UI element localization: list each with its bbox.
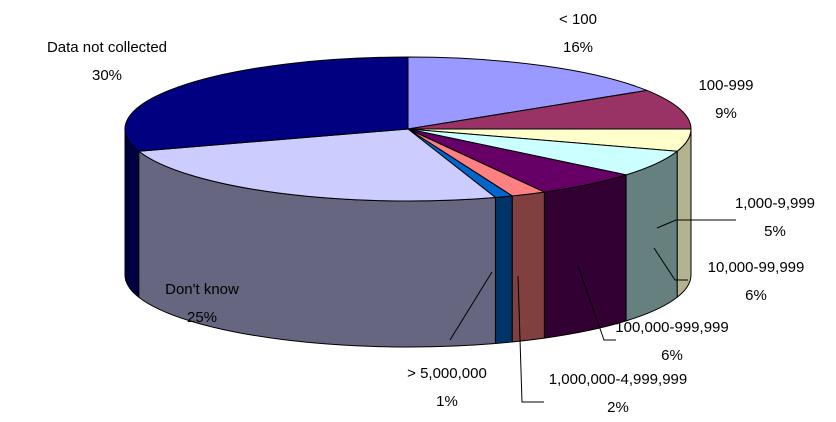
label-gt5000000: > 5,000,000 1%	[407, 365, 487, 410]
label-1000-9999: 1,000-9,999 5%	[735, 195, 815, 240]
slice-percent-text: 16%	[563, 39, 593, 56]
pie-side-faces	[124, 128, 692, 348]
leader-lines	[449, 219, 736, 403]
slice-label-text: Don't know	[165, 281, 239, 298]
slice-label-text: > 5,000,000	[407, 365, 487, 382]
slice-label-text: 10,000-99,999	[708, 259, 805, 276]
pie-slice	[124, 56, 409, 152]
leader-line	[449, 271, 493, 341]
label-dont-know: Don't know 25%	[165, 281, 239, 326]
pie-slice-side	[676, 128, 692, 298]
leader-line	[653, 247, 688, 281]
slice-label-text: 100,000-999,999	[615, 319, 728, 336]
slice-percent-text: 5%	[764, 223, 786, 240]
slice-label-text: 100-999	[698, 77, 753, 94]
pie-top-faces	[124, 56, 692, 202]
slice-label-text: 1,000-9,999	[735, 195, 815, 212]
slice-label-text: < 100	[559, 11, 597, 28]
slice-percent-text: 9%	[715, 105, 737, 122]
slice-label-text: Data not collected	[47, 39, 167, 56]
pie-slice-side	[625, 150, 678, 322]
slice-percent-text: 25%	[187, 309, 217, 326]
slice-percent-text: 6%	[745, 287, 767, 304]
pie-slice	[138, 128, 496, 202]
pie-slice-side	[511, 191, 545, 343]
leader-line	[517, 275, 544, 403]
pie-slice	[407, 56, 648, 130]
label-100-999: 100-999 9%	[698, 77, 753, 122]
label-data-not-collected: Data not collected 30%	[47, 39, 167, 84]
pie-slice-side	[124, 128, 140, 298]
leader-line	[656, 219, 736, 229]
label-1000000-4999999: 1,000,000-4,999,999 2%	[549, 371, 687, 416]
label-10000-99999: 10,000-99,999 6%	[708, 259, 805, 304]
label-lt100: < 100 16%	[559, 11, 597, 56]
pie-slice-side	[543, 174, 627, 339]
slice-percent-text: 2%	[607, 399, 629, 416]
label-100000-999999: 100,000-999,999 6%	[615, 319, 728, 364]
slice-percent-text: 30%	[92, 67, 122, 84]
slice-percent-text: 6%	[661, 347, 683, 364]
pie-slice-side	[494, 195, 513, 344]
pie-slice	[407, 89, 692, 130]
slice-labels: < 100 16% 100-999 9% 1,000-9,999 5% 10,0…	[47, 11, 815, 416]
slice-percent-text: 1%	[436, 393, 458, 410]
slice-label-text: 1,000,000-4,999,999	[549, 371, 687, 388]
leader-line	[577, 265, 616, 341]
